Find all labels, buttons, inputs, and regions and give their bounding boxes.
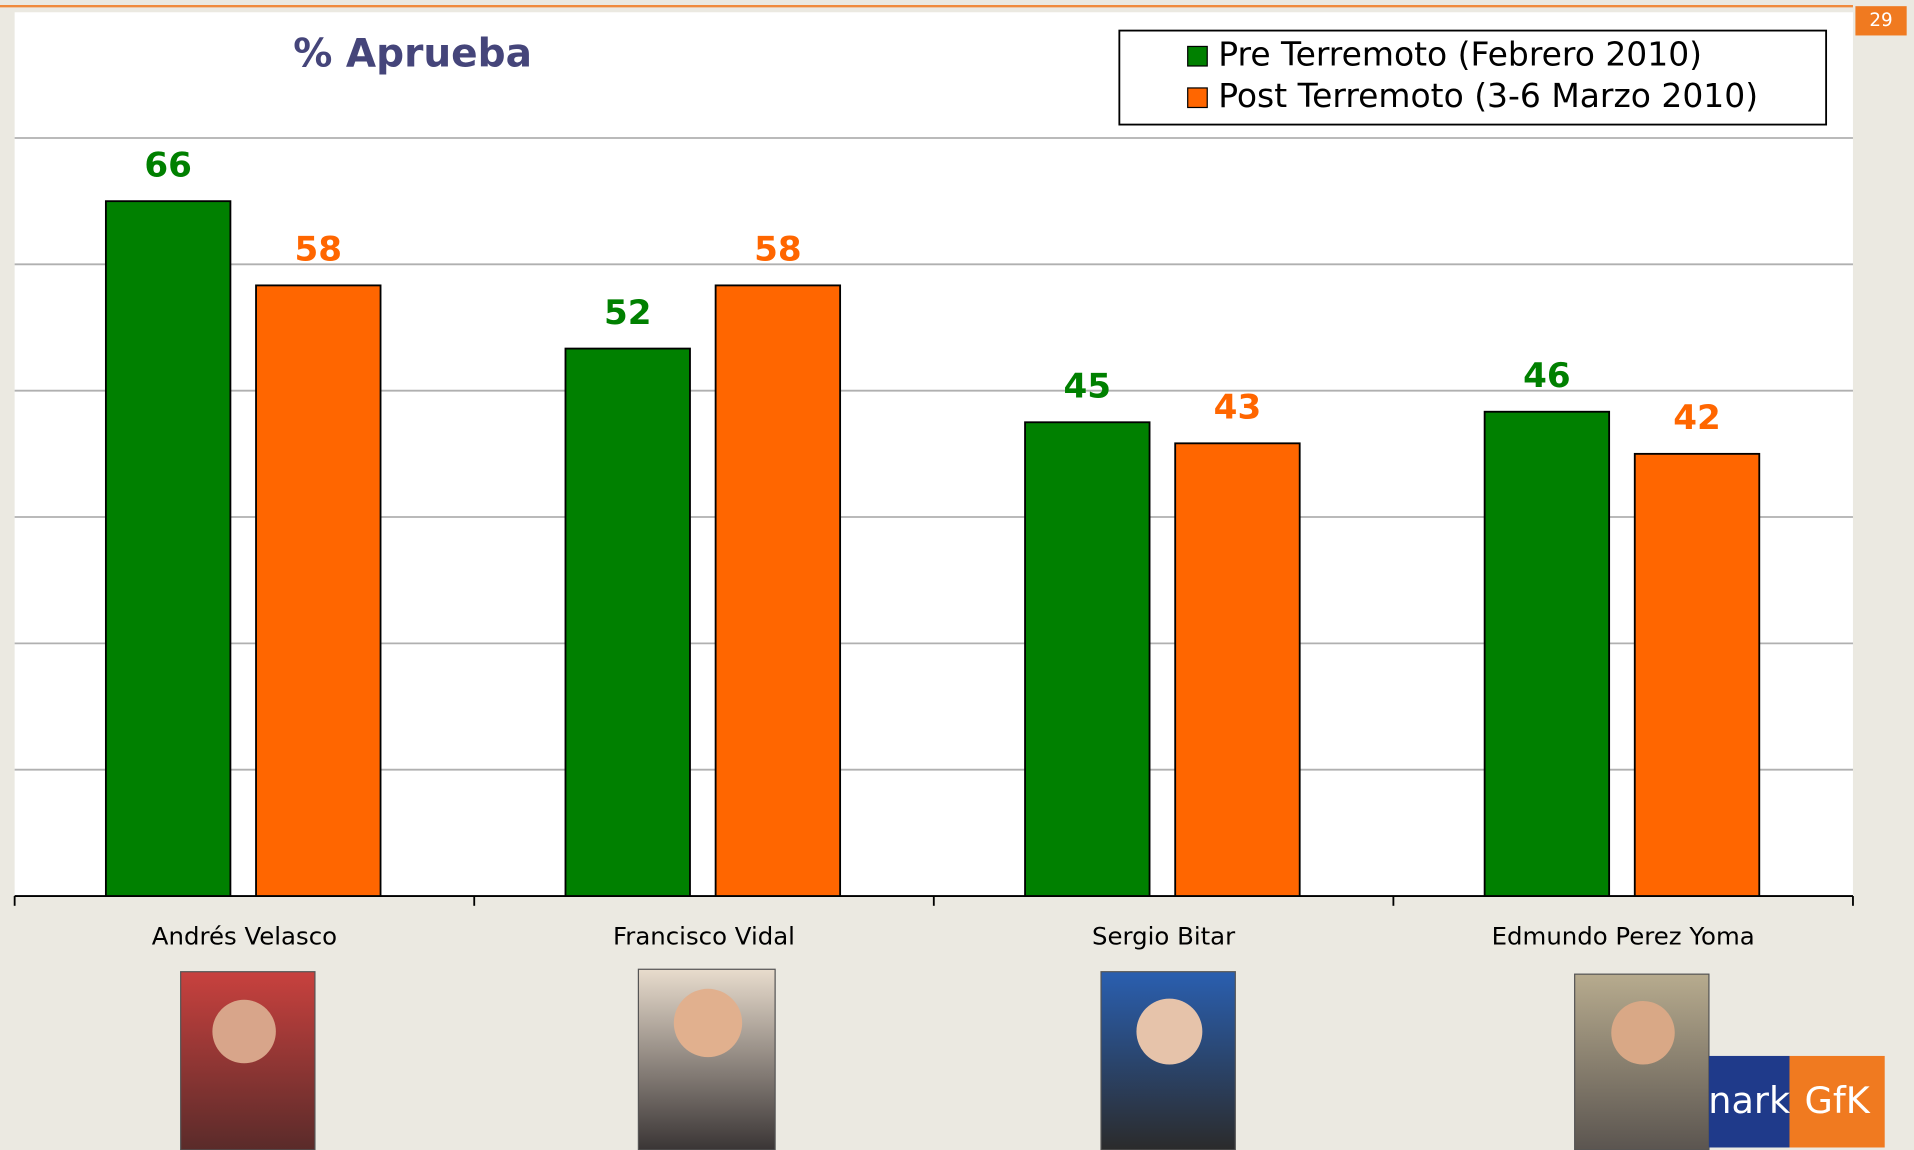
- bar: [564, 347, 691, 897]
- logo-box: [1708, 1055, 1790, 1148]
- legend-label: Pre Terremoto (Febrero 2010): [1218, 35, 1702, 74]
- x-tick-label: Edmundo Perez Yoma: [1492, 922, 1755, 951]
- data-label: 52: [604, 293, 652, 333]
- legend: Pre Terremoto (Febrero 2010)Post Terremo…: [1118, 29, 1828, 126]
- logo-box: [1789, 1055, 1885, 1148]
- photo-face: [673, 988, 743, 1058]
- logo-text: nark: [1708, 1079, 1791, 1122]
- data-label: 43: [1214, 388, 1262, 428]
- data-label: 58: [754, 230, 802, 270]
- data-label: 45: [1064, 367, 1112, 407]
- photos: [180, 968, 1710, 1150]
- bar: [1174, 442, 1301, 897]
- bar: [714, 284, 842, 897]
- x-tick-label: Andrés Velasco: [152, 922, 337, 951]
- photo-face: [1611, 1001, 1675, 1065]
- photo-face: [1136, 998, 1203, 1065]
- bar: [1483, 410, 1611, 897]
- logo-text: GfK: [1804, 1079, 1870, 1122]
- bar: [1024, 421, 1151, 897]
- bar: [104, 200, 232, 897]
- data-label: 58: [295, 230, 343, 270]
- photo-face: [212, 999, 276, 1064]
- x-tick-label: Francisco Vidal: [613, 922, 795, 951]
- legend-label: Post Terremoto (3-6 Marzo 2010): [1218, 76, 1758, 115]
- page-number: 29: [1869, 10, 1892, 31]
- bar: [255, 284, 382, 897]
- chart-title: % Aprueba: [293, 32, 532, 77]
- x-tick-label: Sergio Bitar: [1092, 922, 1236, 951]
- data-label: 66: [144, 145, 192, 185]
- page-number-box: [1855, 6, 1907, 36]
- legend-box: [1118, 29, 1828, 126]
- data-label: 46: [1523, 356, 1571, 396]
- legend-swatch: [1187, 45, 1208, 67]
- data-label: 42: [1673, 398, 1721, 438]
- legend-swatch: [1187, 87, 1208, 109]
- bar: [1633, 452, 1761, 897]
